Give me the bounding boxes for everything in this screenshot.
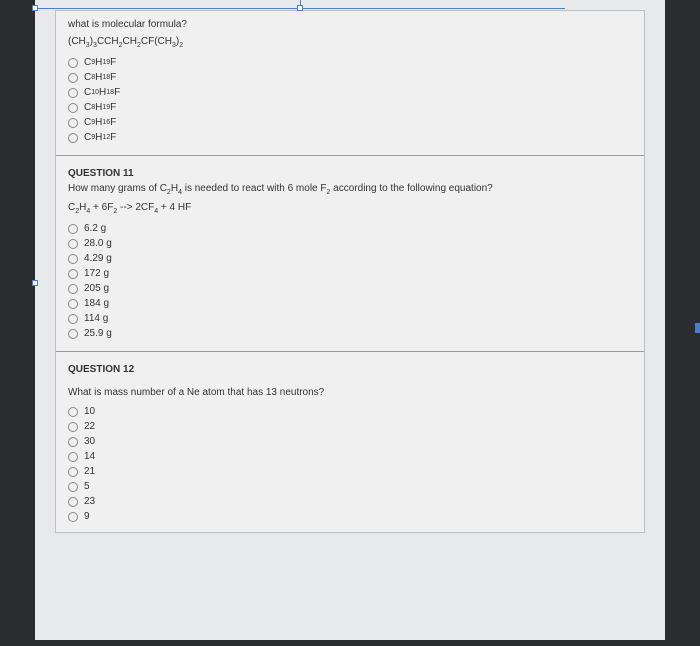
q11-equation: C2H4 + 6F2 --> 2CF4 + 4 HF <box>68 202 632 215</box>
radio-icon <box>68 314 78 324</box>
q10-option-0[interactable]: C9H19F <box>68 55 632 70</box>
q10-option-3[interactable]: C8H19F <box>68 100 632 115</box>
radio-icon <box>68 224 78 234</box>
q12-option-1[interactable]: 22 <box>68 419 632 434</box>
q12-prompt: What is mass number of a Ne atom that ha… <box>68 387 632 398</box>
radio-icon <box>68 284 78 294</box>
radio-icon <box>68 269 78 279</box>
q11-option-3[interactable]: 172 g <box>68 266 632 281</box>
radio-icon <box>68 88 78 98</box>
radio-icon <box>68 299 78 309</box>
q10-prompt: what is molecular formula? <box>68 19 632 30</box>
q12-option-4[interactable]: 21 <box>68 464 632 479</box>
q10-option-1[interactable]: C8H18F <box>68 70 632 85</box>
radio-icon <box>68 512 78 522</box>
radio-icon <box>68 103 78 113</box>
q11-option-5[interactable]: 184 g <box>68 296 632 311</box>
q11-option-2[interactable]: 4.29 g <box>68 251 632 266</box>
radio-icon <box>68 497 78 507</box>
q11-option-7[interactable]: 25.9 g <box>68 326 632 341</box>
radio-icon <box>68 467 78 477</box>
q11-option-1[interactable]: 28.0 g <box>68 236 632 251</box>
radio-icon <box>68 329 78 339</box>
radio-icon <box>68 407 78 417</box>
q10-compound: (CH3)3CCH2CH2CF(CH3)2 <box>68 36 632 49</box>
radio-icon <box>68 482 78 492</box>
radio-icon <box>68 239 78 249</box>
radio-icon <box>68 422 78 432</box>
q12-option-0[interactable]: 10 <box>68 404 632 419</box>
q10-option-2[interactable]: C10H18F <box>68 85 632 100</box>
q12-option-6[interactable]: 23 <box>68 494 632 509</box>
radio-icon <box>68 73 78 83</box>
radio-icon <box>68 58 78 68</box>
q12-option-2[interactable]: 30 <box>68 434 632 449</box>
q12-header: QUESTION 12 <box>68 358 632 379</box>
q11-option-4[interactable]: 205 g <box>68 281 632 296</box>
radio-icon <box>68 133 78 143</box>
selection-artifact <box>695 323 700 333</box>
radio-icon <box>68 118 78 128</box>
radio-icon <box>68 254 78 264</box>
q12-option-5[interactable]: 5 <box>68 479 632 494</box>
q11-header: QUESTION 11 <box>68 162 632 183</box>
question-10-block: what is molecular formula? (CH3)3CCH2CH2… <box>55 10 645 533</box>
radio-icon <box>68 437 78 447</box>
radio-icon <box>68 452 78 462</box>
q12-option-7[interactable]: 9 <box>68 509 632 524</box>
q11-option-0[interactable]: 6.2 g <box>68 221 632 236</box>
quiz-page: what is molecular formula? (CH3)3CCH2CH2… <box>35 0 665 640</box>
q11-prompt: How many grams of C2H4 is needed to reac… <box>68 183 632 196</box>
q10-option-5[interactable]: C9H12F <box>68 130 632 145</box>
q12-option-3[interactable]: 14 <box>68 449 632 464</box>
q10-option-4[interactable]: C9H16F <box>68 115 632 130</box>
q11-option-6[interactable]: 114 g <box>68 311 632 326</box>
